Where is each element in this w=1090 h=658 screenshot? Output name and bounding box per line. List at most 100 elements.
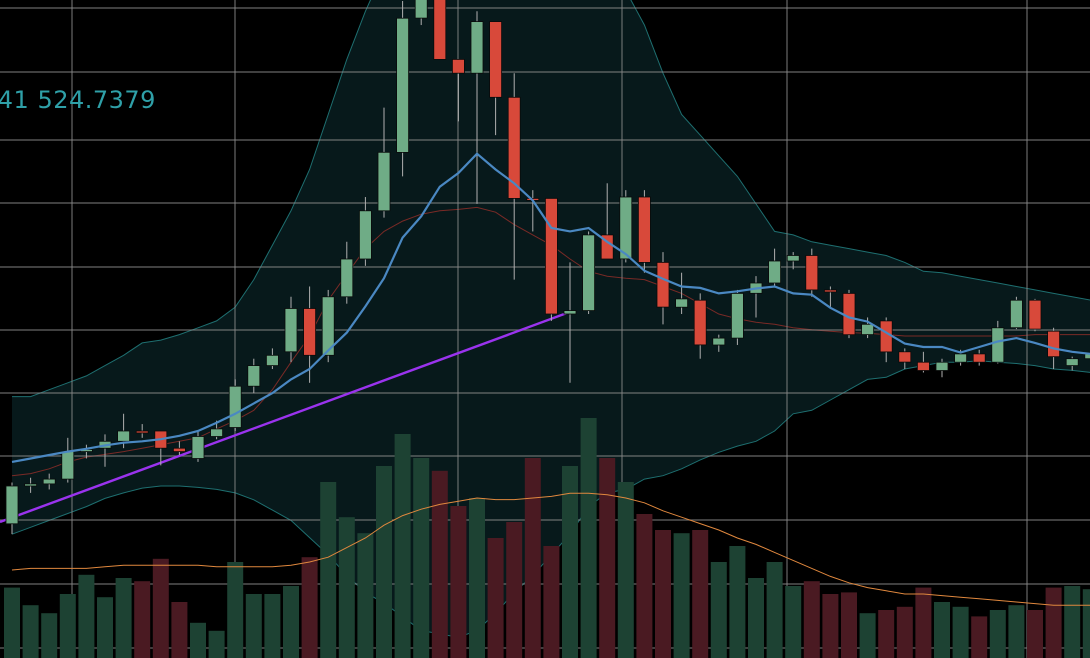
volume-bar [301, 557, 318, 658]
band-upper-line [12, 0, 1090, 398]
volume-bar [245, 594, 262, 658]
candle [917, 351, 930, 373]
volume-bar [357, 533, 374, 658]
candle [638, 190, 651, 273]
volume-bar [152, 558, 169, 658]
candle-body [675, 298, 688, 308]
candle [24, 477, 38, 493]
candle-body [638, 196, 651, 263]
candle-body [545, 197, 558, 315]
candle-body [451, 59, 465, 74]
candle [172, 441, 186, 456]
candle [284, 296, 298, 363]
volume-bar [562, 466, 578, 658]
candle-body [396, 17, 410, 153]
candle [135, 424, 149, 438]
volume-bar [41, 613, 58, 658]
candle [191, 430, 205, 462]
volume-bar [841, 592, 857, 658]
volume-bar [1045, 587, 1062, 658]
candle [656, 252, 670, 325]
volume-bar [915, 587, 932, 658]
candle-body [879, 320, 893, 353]
candle-body [414, 0, 428, 19]
volume-bar [896, 606, 913, 658]
candle-body [172, 447, 186, 453]
volume-bar [1008, 605, 1025, 658]
volume-bar [785, 586, 802, 658]
volume-bar [264, 594, 281, 658]
candle-body [489, 21, 503, 98]
candle-body [117, 430, 130, 442]
candle-body [61, 451, 75, 480]
volume-ma-line [11, 492, 1090, 606]
candle-body [712, 337, 726, 346]
volume-bar [283, 586, 299, 658]
candle-body [563, 310, 577, 315]
volume-bar [543, 546, 560, 658]
candle [824, 286, 837, 308]
candle [507, 73, 521, 280]
volume-bar [450, 506, 467, 658]
candle-body [1010, 299, 1023, 329]
candle-body [135, 430, 149, 434]
candle [972, 349, 986, 366]
volume-bar [1082, 589, 1090, 658]
volume-bar [524, 458, 541, 658]
candle-body [470, 21, 484, 74]
candle-body [507, 96, 521, 199]
volume-bar [692, 530, 709, 658]
candle-body [5, 485, 19, 525]
volume-bar [506, 522, 523, 658]
volume-bar [208, 630, 225, 658]
volume-bar [376, 466, 392, 658]
candle [340, 241, 354, 304]
candle-body [731, 292, 744, 339]
candle [358, 197, 372, 266]
candle-body [377, 151, 391, 212]
candle-body [1047, 330, 1060, 358]
volume-bar [580, 418, 597, 658]
candle [545, 197, 558, 321]
candle [935, 358, 949, 378]
volume-bar [171, 602, 188, 658]
candle-body [303, 308, 317, 356]
candle-body [786, 255, 800, 262]
volume-bar [97, 597, 113, 658]
volume-bar [1064, 586, 1081, 658]
candle [1065, 356, 1079, 371]
candle-body [954, 353, 967, 363]
volume-bar [989, 610, 1006, 658]
candle-body [191, 436, 205, 459]
candle-body [582, 234, 595, 311]
candle-body [1084, 353, 1090, 360]
candle [470, 11, 484, 204]
candle [693, 293, 707, 359]
candle [303, 286, 317, 383]
candle [451, 59, 465, 122]
candle [1084, 353, 1090, 360]
volume-bar [636, 514, 653, 658]
candle [805, 248, 819, 297]
volume-bar [320, 482, 337, 658]
candle-body [247, 365, 261, 387]
candle-body [917, 361, 930, 371]
volume-bars [4, 418, 1090, 658]
volume-bar [952, 606, 969, 658]
candles [5, 0, 1090, 535]
volume-bar [431, 470, 448, 658]
ma-line [11, 152, 1090, 463]
volume-bar [822, 594, 839, 658]
volume-bar [338, 517, 355, 658]
candle [1010, 296, 1023, 330]
volume-bar [971, 616, 988, 658]
candle [768, 248, 781, 287]
candle-body [210, 428, 224, 437]
volume-bar [4, 587, 20, 658]
volume-bar [599, 458, 616, 658]
volume-bar [59, 594, 76, 658]
volume-bar [1027, 610, 1043, 658]
volume-bar [413, 458, 430, 658]
